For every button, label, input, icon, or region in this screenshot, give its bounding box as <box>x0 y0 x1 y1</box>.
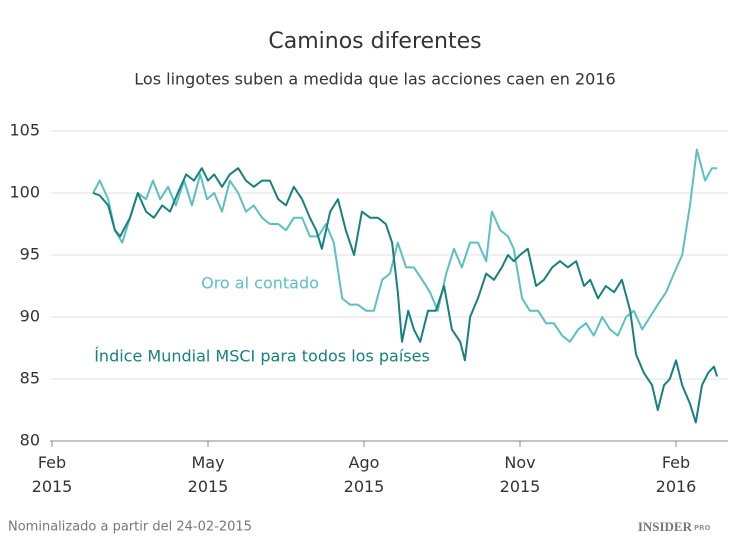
x-tick-label: Ago 2015 <box>343 453 385 496</box>
annotation: Oro al contado <box>201 274 319 293</box>
y-tick-label: 85 <box>20 369 40 388</box>
x-tick-label-box: Feb 2016 <box>655 453 697 496</box>
x-tick-label: Nov 2015 <box>499 453 541 496</box>
y-tick-label: 105 <box>9 121 40 140</box>
x-tick-label-box: Feb 2015 <box>31 453 73 496</box>
annotation: Índice Mundial MSCI para todos los paíse… <box>94 347 430 366</box>
series-line <box>92 148 718 343</box>
chart-title: Caminos diferentes <box>268 29 481 54</box>
x-tick-label-box: May 2015 <box>187 453 229 496</box>
x-tick-label-box: Ago 2015 <box>343 453 385 496</box>
y-tick-label: 95 <box>20 245 40 264</box>
y-tick-label: 80 <box>20 431 40 450</box>
footnote: Nominalizado a partir del 24-02-2015 <box>8 520 252 535</box>
x-tick-label: Feb 2015 <box>31 453 73 496</box>
y-tick-label: 100 <box>9 183 40 202</box>
x-tick-label: Feb 2016 <box>655 453 697 496</box>
series-line <box>92 167 719 424</box>
brand: INSIDER <box>638 519 693 534</box>
x-tick-label: May 2015 <box>187 453 229 496</box>
chart-subtitle: Los lingotes suben a medida que las acci… <box>134 70 615 89</box>
y-tick-label: 90 <box>20 307 40 326</box>
x-tick-label-box: Nov 2015 <box>499 453 541 496</box>
brand-suffix: PRO <box>694 524 711 532</box>
